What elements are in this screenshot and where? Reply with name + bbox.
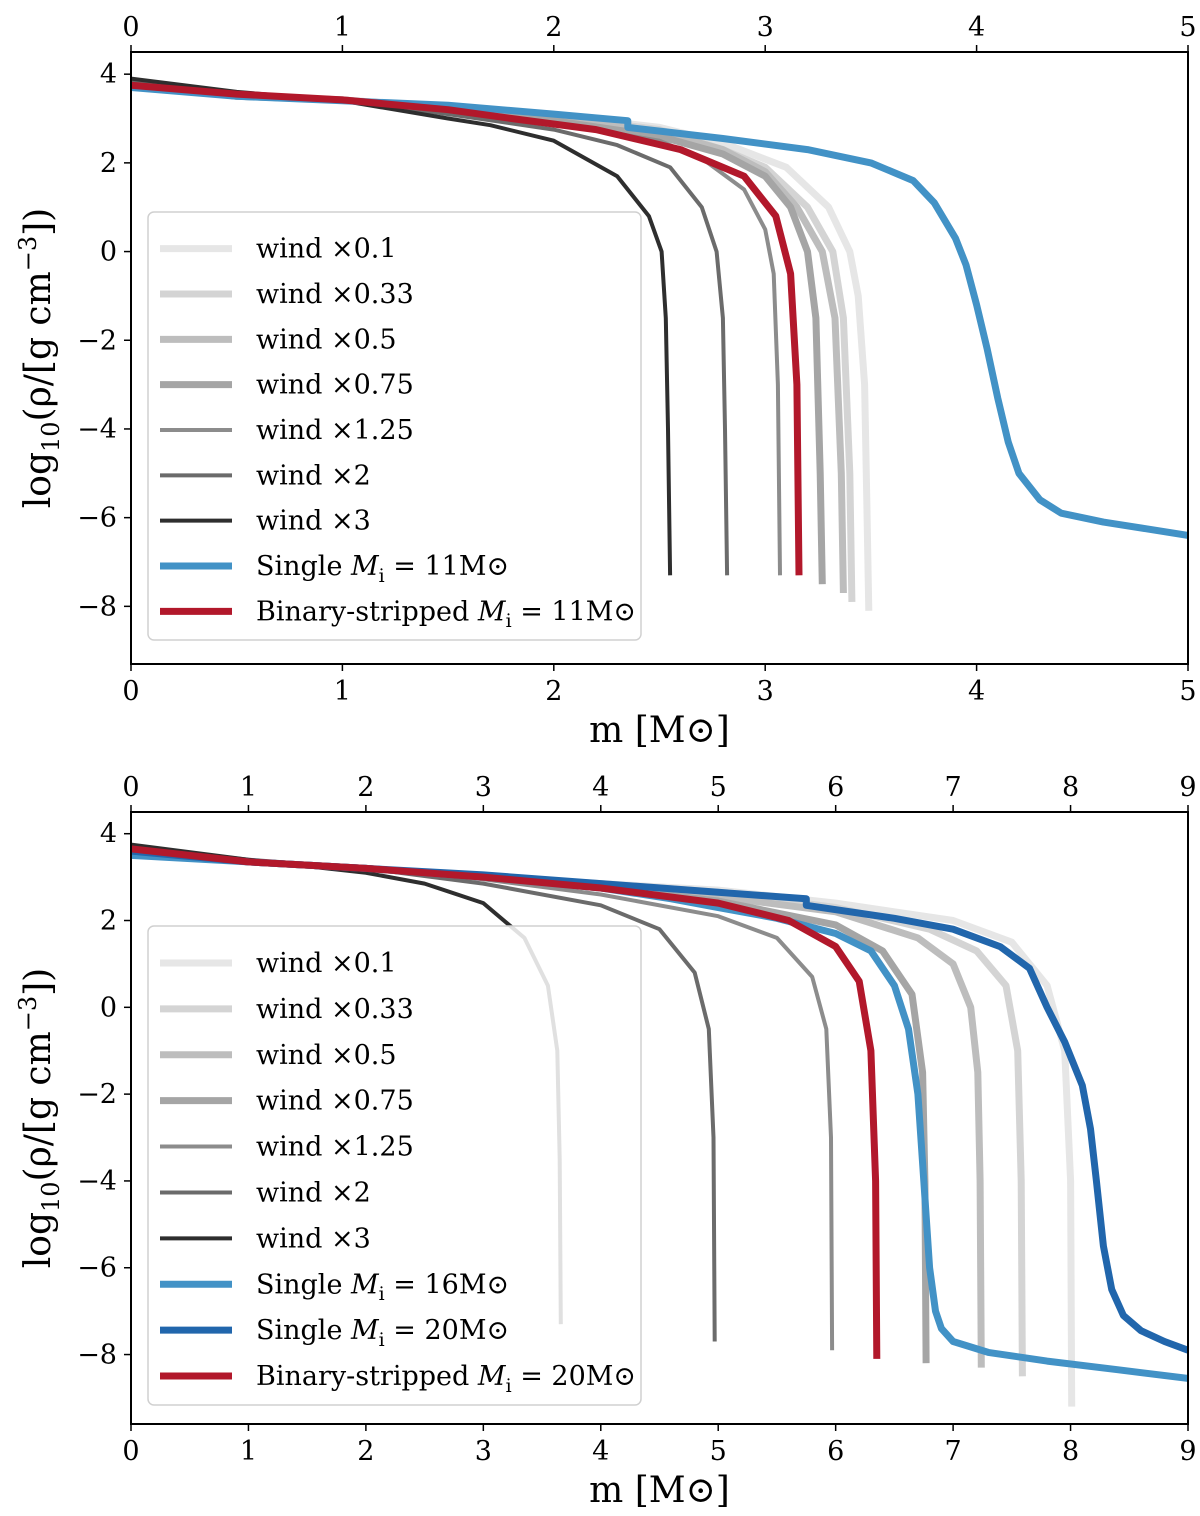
legend-box xyxy=(147,211,642,641)
y-axis-title: log10(ρ/[g cm−3]) xyxy=(14,208,65,508)
y-tick-label: 2 xyxy=(100,148,117,179)
x-top-tick-label: 8 xyxy=(1062,772,1079,803)
x-axis-title: m [M⊙] xyxy=(589,1470,730,1511)
series-line-8 xyxy=(131,84,1188,539)
legend-label-2: wind ×0.33 xyxy=(256,994,414,1025)
legend-box xyxy=(147,925,642,1406)
y-tick-label: −2 xyxy=(77,1079,117,1110)
legend: wind ×0.1 wind ×0.33 wind ×0.5 wind ×0.75 wi… xyxy=(147,211,642,641)
legend-label-10: Binary-stripped Mi = 20M⊙ xyxy=(256,1361,636,1397)
legend: wind ×0.1 wind ×0.33 wind ×0.5 wind ×0.75 wi… xyxy=(147,925,642,1406)
legend-label-8: Single Mi = 16M⊙ xyxy=(256,1269,509,1305)
x-tick-label: 3 xyxy=(475,1436,492,1467)
y-tick-label: 4 xyxy=(100,819,117,850)
x-tick-label: 5 xyxy=(710,1436,727,1467)
legend-label-7: wind ×3 xyxy=(256,1223,371,1254)
series-line-10 xyxy=(131,845,881,1359)
x-top-tick-label: 1 xyxy=(240,772,257,803)
plot-frame xyxy=(130,51,1189,665)
x-tick-label: 4 xyxy=(968,676,985,707)
x-top-tick-label: 0 xyxy=(122,772,139,803)
series-line-9 xyxy=(131,81,803,576)
x-tick-label: 7 xyxy=(945,1436,962,1467)
series-group xyxy=(131,842,1188,1407)
legend-label-9: Single Mi = 20M⊙ xyxy=(256,1315,509,1351)
y-tick-label: −6 xyxy=(77,503,117,534)
y-tick-label: 4 xyxy=(100,59,117,90)
legend-label-1: wind ×0.1 xyxy=(256,234,397,265)
x-tick-label: 0 xyxy=(122,676,139,707)
legend-label-5: wind ×1.25 xyxy=(256,415,414,446)
legend-label-7: wind ×3 xyxy=(256,506,371,537)
chart-panel-1: 0 0 1 1 2 2 3 3 4 4 5 5 −8 −6 −4 −2 0 2 4 m [M⊙] log10(ρ/[g … xyxy=(14,12,1197,751)
x-top-tick-label: 2 xyxy=(357,772,374,803)
plot-frame xyxy=(130,811,1189,1425)
series-group xyxy=(131,76,1188,611)
x-tick-label: 2 xyxy=(545,676,562,707)
legend-label-2: wind ×0.33 xyxy=(256,279,414,310)
x-tick-label: 4 xyxy=(592,1436,609,1467)
legend-label-1: wind ×0.1 xyxy=(256,948,397,979)
x-top-tick-label: 2 xyxy=(545,12,562,43)
y-tick-label: −8 xyxy=(77,591,117,622)
legend-label-3: wind ×0.5 xyxy=(256,1040,397,1071)
x-top-tick-label: 6 xyxy=(827,772,844,803)
x-tick-label: 3 xyxy=(757,676,774,707)
series-line-9 xyxy=(131,847,1188,1354)
x-top-tick-label: 5 xyxy=(710,772,727,803)
x-top-tick-label: 0 xyxy=(122,12,139,43)
y-tick-label: 0 xyxy=(100,992,117,1023)
x-axis-title: m [M⊙] xyxy=(589,710,730,751)
legend-label-4: wind ×0.75 xyxy=(256,1086,414,1117)
y-tick-label: 2 xyxy=(100,906,117,937)
y-axis-title: log10(ρ/[g cm−3]) xyxy=(14,968,65,1268)
legend-label-9: Binary-stripped Mi = 11M⊙ xyxy=(256,596,636,632)
y-tick-label: −2 xyxy=(77,325,117,356)
x-top-tick-label: 3 xyxy=(757,12,774,43)
legend-label-6: wind ×2 xyxy=(256,1177,371,1208)
y-tick-label: −8 xyxy=(77,1340,117,1371)
x-top-tick-label: 4 xyxy=(968,12,985,43)
x-tick-label: 9 xyxy=(1179,1436,1196,1467)
x-top-tick-label: 4 xyxy=(592,772,609,803)
legend-label-6: wind ×2 xyxy=(256,460,371,491)
x-tick-label: 2 xyxy=(357,1436,374,1467)
y-tick-label: −4 xyxy=(77,1166,117,1197)
y-tick-label: −6 xyxy=(77,1253,117,1284)
legend-label-4: wind ×0.75 xyxy=(256,370,414,401)
y-tick-label: −4 xyxy=(77,414,117,445)
x-tick-label: 0 xyxy=(122,1436,139,1467)
x-top-tick-label: 5 xyxy=(1179,12,1196,43)
x-tick-label: 8 xyxy=(1062,1436,1079,1467)
x-tick-label: 6 xyxy=(827,1436,844,1467)
x-tick-label: 5 xyxy=(1179,676,1196,707)
x-tick-label: 1 xyxy=(240,1436,257,1467)
x-top-tick-label: 3 xyxy=(475,772,492,803)
legend-label-3: wind ×0.5 xyxy=(256,324,397,355)
legend-label-8: Single Mi = 11M⊙ xyxy=(256,551,509,587)
legend-label-5: wind ×1.25 xyxy=(256,1132,414,1163)
x-top-tick-label: 9 xyxy=(1179,772,1196,803)
y-tick-label: 0 xyxy=(100,237,117,268)
x-top-tick-label: 1 xyxy=(334,12,351,43)
x-tick-label: 1 xyxy=(334,676,351,707)
x-top-tick-label: 7 xyxy=(945,772,962,803)
